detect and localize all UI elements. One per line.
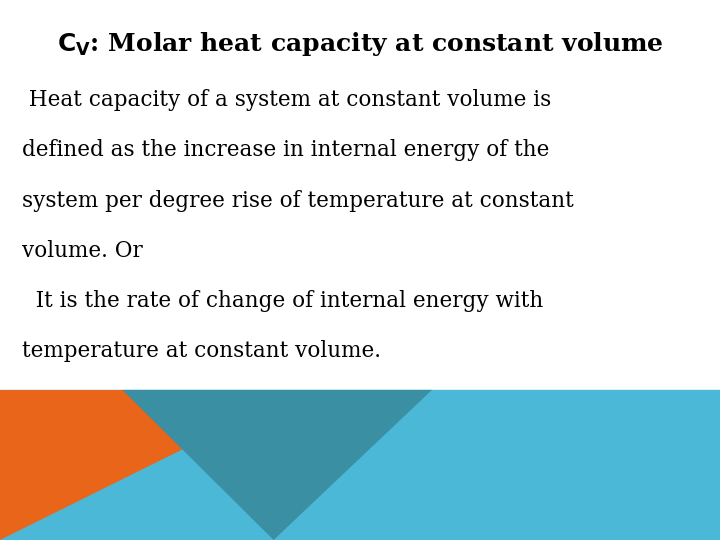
Polygon shape: [0, 390, 302, 540]
Polygon shape: [122, 390, 432, 540]
Text: temperature at constant volume.: temperature at constant volume.: [22, 340, 381, 362]
Text: It is the rate of change of internal energy with: It is the rate of change of internal ene…: [22, 290, 543, 312]
Text: Heat capacity of a system at constant volume is: Heat capacity of a system at constant vo…: [22, 89, 551, 111]
Text: volume. Or: volume. Or: [22, 240, 143, 262]
Bar: [0, 390, 720, 540]
Text: $\mathbf{C_V}$: Molar heat capacity at constant volume: $\mathbf{C_V}$: Molar heat capacity at c…: [57, 30, 663, 58]
Text: system per degree rise of temperature at constant: system per degree rise of temperature at…: [22, 190, 573, 212]
Text: defined as the increase in internal energy of the: defined as the increase in internal ener…: [22, 139, 549, 161]
